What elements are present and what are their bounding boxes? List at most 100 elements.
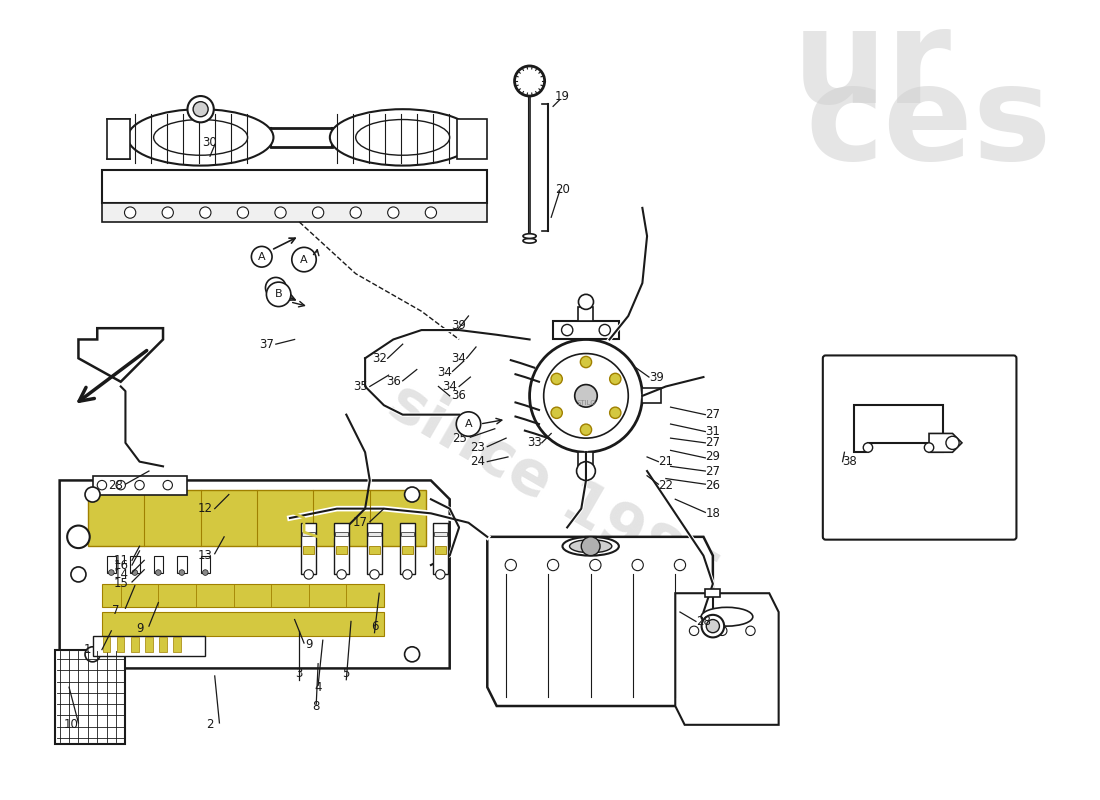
Circle shape (426, 207, 437, 218)
Bar (336, 532, 349, 536)
Bar (92, 635, 206, 656)
Circle shape (135, 481, 144, 490)
Circle shape (706, 619, 719, 633)
Circle shape (579, 294, 594, 310)
Ellipse shape (154, 119, 248, 155)
Text: 3: 3 (296, 666, 303, 680)
Text: 16: 16 (113, 558, 129, 571)
Text: 1: 1 (84, 643, 91, 656)
Text: 29: 29 (705, 450, 720, 463)
Circle shape (238, 207, 249, 218)
Bar (117, 638, 124, 653)
Circle shape (405, 487, 419, 502)
Text: 25: 25 (452, 432, 466, 445)
Bar (200, 556, 210, 573)
Circle shape (337, 570, 346, 579)
Circle shape (312, 207, 323, 218)
Circle shape (405, 647, 419, 662)
Circle shape (702, 615, 724, 638)
Circle shape (515, 66, 544, 96)
Circle shape (864, 443, 872, 452)
Text: 9: 9 (135, 622, 143, 635)
Ellipse shape (128, 109, 274, 166)
Circle shape (370, 570, 379, 579)
Circle shape (674, 559, 685, 570)
Circle shape (456, 412, 481, 436)
Text: ces: ces (806, 60, 1053, 186)
Polygon shape (102, 203, 487, 222)
Circle shape (202, 570, 208, 575)
Bar (130, 556, 140, 573)
Bar (402, 546, 412, 554)
Text: 15: 15 (113, 578, 129, 590)
Circle shape (85, 487, 100, 502)
Text: 30: 30 (202, 135, 218, 149)
Bar (107, 556, 116, 573)
Text: 2: 2 (207, 718, 213, 731)
Ellipse shape (522, 234, 536, 238)
Circle shape (581, 356, 592, 368)
Text: 5: 5 (342, 666, 350, 680)
Text: 17: 17 (353, 516, 367, 530)
Bar (131, 638, 139, 653)
Circle shape (265, 278, 286, 298)
Text: 4: 4 (315, 681, 322, 694)
Circle shape (85, 647, 100, 662)
Text: 6: 6 (371, 620, 378, 633)
Ellipse shape (562, 537, 619, 556)
Circle shape (581, 424, 592, 435)
Circle shape (946, 436, 959, 450)
Circle shape (505, 559, 516, 570)
Bar (400, 532, 414, 536)
Text: STILO: STILO (576, 400, 596, 406)
Circle shape (529, 339, 642, 452)
Bar (367, 532, 381, 536)
Circle shape (600, 325, 610, 336)
Bar (301, 522, 316, 574)
Circle shape (97, 481, 107, 490)
Text: 24: 24 (471, 455, 485, 468)
Text: 9: 9 (305, 638, 312, 651)
Bar (92, 476, 187, 494)
Circle shape (67, 526, 90, 548)
Circle shape (609, 374, 620, 385)
Circle shape (548, 559, 559, 570)
Circle shape (551, 374, 562, 385)
Text: 18: 18 (705, 507, 720, 520)
Bar (160, 638, 167, 653)
Text: 14: 14 (113, 568, 129, 581)
Text: 35: 35 (353, 380, 367, 393)
Text: 36: 36 (386, 375, 400, 388)
Text: 27: 27 (705, 408, 720, 421)
Polygon shape (458, 118, 487, 159)
Text: 34: 34 (438, 366, 452, 379)
Bar (705, 590, 720, 597)
Circle shape (746, 626, 756, 635)
Bar (400, 522, 415, 574)
Text: 19: 19 (556, 90, 570, 103)
Text: B: B (272, 282, 279, 293)
Polygon shape (107, 118, 130, 159)
Text: 27: 27 (705, 465, 720, 478)
Circle shape (304, 570, 313, 579)
Circle shape (109, 570, 114, 575)
Text: 36: 36 (452, 390, 466, 402)
Text: 10: 10 (64, 718, 78, 731)
Text: A: A (464, 419, 472, 429)
Text: 31: 31 (705, 425, 720, 438)
Text: 11: 11 (113, 554, 129, 567)
Text: 7: 7 (112, 604, 120, 617)
Ellipse shape (522, 238, 536, 243)
Circle shape (350, 207, 361, 218)
Circle shape (162, 207, 174, 218)
Circle shape (609, 407, 620, 418)
Bar (88, 490, 426, 546)
Text: 38: 38 (842, 455, 857, 468)
Text: 34: 34 (452, 352, 466, 365)
Text: 27: 27 (705, 436, 720, 450)
Ellipse shape (355, 119, 450, 155)
Bar (154, 556, 163, 573)
Text: 20: 20 (556, 182, 570, 195)
Circle shape (124, 207, 135, 218)
Circle shape (551, 407, 562, 418)
